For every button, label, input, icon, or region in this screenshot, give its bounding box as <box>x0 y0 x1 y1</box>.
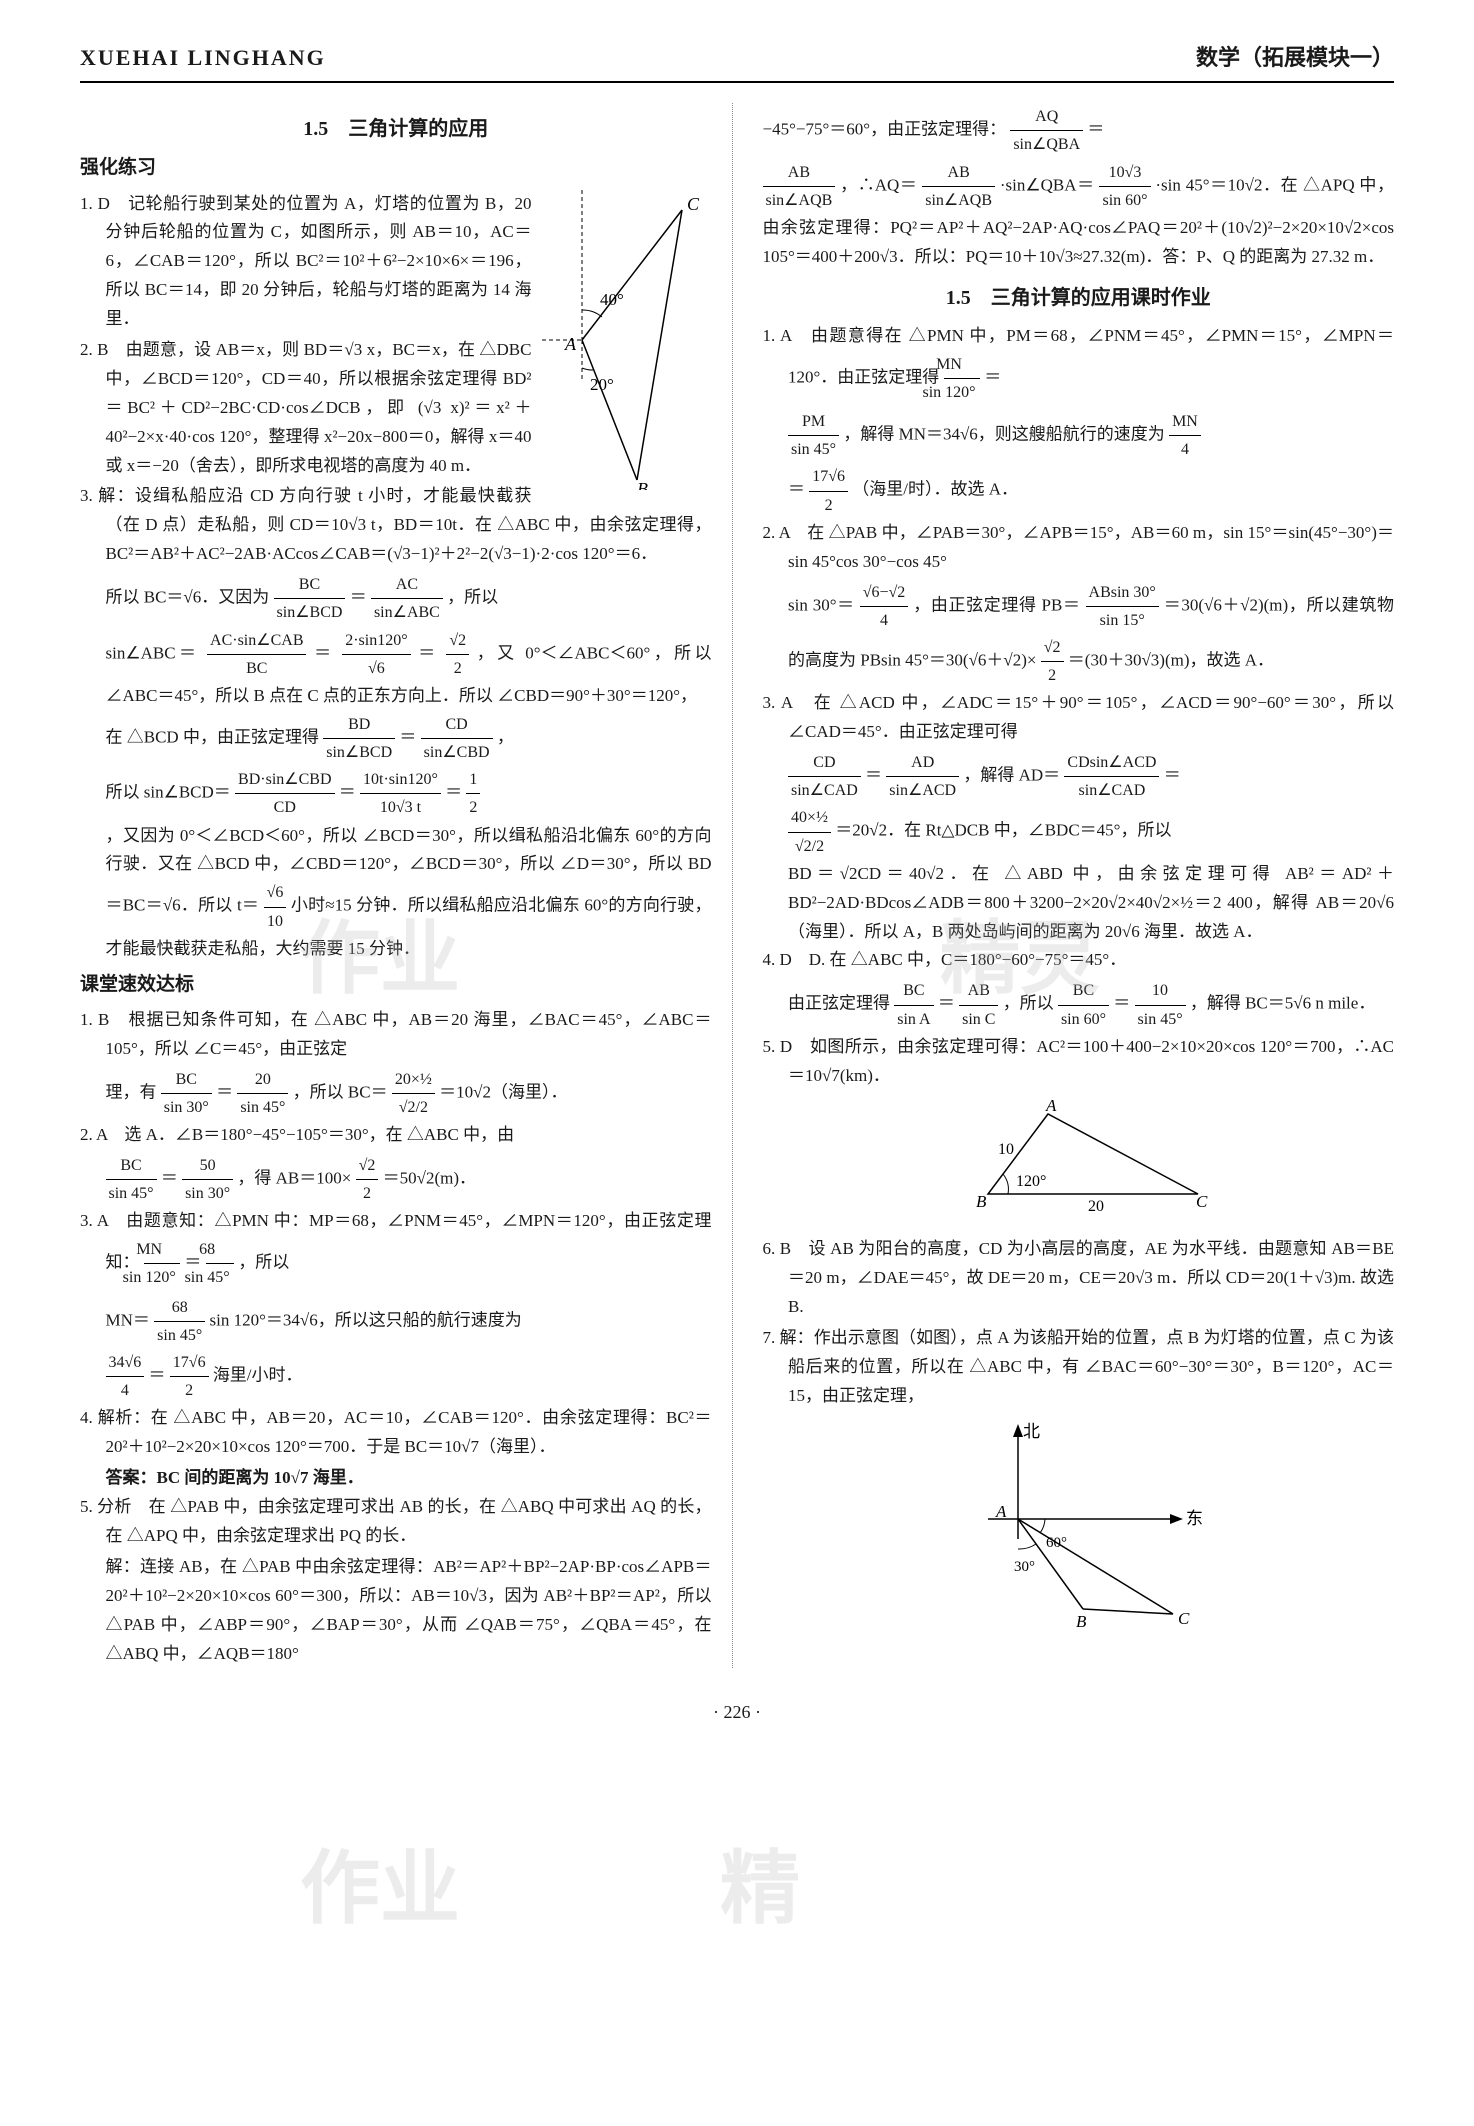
left-column: 1.5 三角计算的应用 强化练习 40° 20° A B C 1. D 记轮船行… <box>80 103 733 1668</box>
k1a: 1. B 根据已知条件可知，在 △ABC 中，AB＝20 海里，∠BAC＝45°… <box>80 1006 712 1064</box>
qianghua-head: 强化练习 <box>80 153 712 183</box>
q3d-line: sin∠ABC＝ AC·sin∠CABBC ＝ 2·sin120°√6 ＝ √2… <box>80 627 712 711</box>
svg-text:B: B <box>1076 1612 1087 1631</box>
header-right: 数学（拓展模块一） <box>1196 40 1394 75</box>
r0-line2: ABsin∠AQB ，∴AQ＝ ABsin∠AQB ·sin∠QBA＝ 10√3… <box>763 159 1395 272</box>
h1c-line: PMsin 45° ，解得 MN＝34√6，则这艘船航行的速度为 MN4 <box>763 408 1395 463</box>
pt-b-label: B <box>637 479 648 490</box>
watermark: 精 <box>720 1826 800 1954</box>
triangle-diagram-2: A B C 10 20 120° <box>938 1099 1218 1219</box>
h4a: 4. D D. 在 △ABC 中，C＝180°−60°−75°＝45°． <box>763 946 1395 975</box>
h7: 7. 解：作出示意图（如图），点 A 为该船开始的位置，点 B 为灯塔的位置，点… <box>763 1324 1395 1411</box>
triangle-diagram-1: 40° 20° A B C <box>542 190 712 490</box>
pt-c-label: C <box>687 194 700 214</box>
q3k-line: 所以 sin∠BCD＝ BD·sin∠CBDCD ＝ 10t·sin120°10… <box>80 766 712 821</box>
right-column: −45°−75°＝60°，由正弦定理得： AQsin∠QBA ＝ ABsin∠A… <box>763 103 1395 1668</box>
section-title-left: 1.5 三角计算的应用 <box>80 113 712 145</box>
svg-text:A: A <box>995 1502 1007 1521</box>
q3n-line: ，又因为 0°＜∠BCD＜60°，所以 ∠BCD＝30°，所以缉私船沿北偏东 6… <box>80 822 712 964</box>
header-left: XUEHAI LINGHANG <box>80 40 326 75</box>
page-header: XUEHAI LINGHANG 数学（拓展模块一） <box>80 40 1394 83</box>
r0-line: −45°−75°＝60°，由正弦定理得： AQsin∠QBA ＝ <box>763 103 1395 158</box>
svg-text:东: 东 <box>1186 1509 1203 1528</box>
q3b-line: 所以 BC＝√6．又因为 BCsin∠BCD ＝ ACsin∠ABC ，所以 <box>80 571 712 626</box>
angle-40-label: 40° <box>600 290 624 309</box>
k5b: 解：连接 AB，在 △PAB 中由余弦定理得：AB²＝AP²＋BP²−2AP·B… <box>80 1553 712 1669</box>
svg-text:30°: 30° <box>1014 1559 1035 1575</box>
svg-text:A: A <box>1045 1099 1057 1115</box>
h1a-line: 1. A 由题意得在 △PMN 中，PM＝68，∠PNM＝45°，∠PMN＝15… <box>763 322 1395 406</box>
svg-text:20: 20 <box>1088 1198 1104 1215</box>
q3h-line: 在 △BCD 中，由正弦定理得 BDsin∠BCD ＝ CDsin∠CBD ， <box>80 711 712 766</box>
h2a: 2. A 在 △PAB 中，∠PAB＝30°，∠APB＝15°，AB＝60 m，… <box>763 519 1395 577</box>
h5: 5. D 如图所示，由余弦定理可得：AC²＝100＋400−2×10×20×co… <box>763 1033 1395 1091</box>
content-columns: 1.5 三角计算的应用 强化练习 40° 20° A B C 1. D 记轮船行… <box>80 103 1394 1668</box>
pt-a-label: A <box>564 334 577 354</box>
h3f: BD＝√2CD＝40√2．在 △ABD 中，由余弦定理可得 AB²＝AD²＋BD… <box>763 860 1395 947</box>
frac: BCsin∠BCD <box>274 571 346 626</box>
svg-text:北: 北 <box>1023 1422 1040 1441</box>
diagram-3: 北 东 A B C 30° 60° <box>763 1419 1395 1648</box>
watermark: 作业 <box>300 1826 460 1954</box>
svg-text:B: B <box>976 1192 987 1211</box>
k3a-line: 3. A 由题意知：△PMN 中：MP＝68，∠PNM＝45°，∠MPN＝120… <box>80 1207 712 1291</box>
h4b-line: 由正弦定理得 BCsin A ＝ ABsin C ，所以 BCsin 60° ＝… <box>763 977 1395 1032</box>
h1d-line: ＝ 17√62 （海里/时）．故选 A． <box>763 463 1395 518</box>
frac: ACsin∠ABC <box>371 571 443 626</box>
q3b: 所以 BC＝√6．又因为 <box>106 588 274 607</box>
h3e-line: 40×½√2/2 ＝20√2．在 Rt△DCB 中，∠BDC＝45°，所以 <box>763 804 1395 859</box>
k3f-line: 34√64 ＝ 17√62 海里/小时． <box>80 1349 712 1404</box>
k2a: 2. A 选 A．∠B＝180°−45°−105°＝30°，在 △ABC 中，由 <box>80 1121 712 1150</box>
ketang-head: 课堂速效达标 <box>80 970 712 1000</box>
k1b-line: 理，有 BCsin 30° ＝ 20sin 45° ，所以 BC＝ 20×½√2… <box>80 1066 712 1121</box>
h6: 6. B 设 AB 为阳台的高度，CD 为小高层的高度，AE 为水平线．由题意知… <box>763 1235 1395 1322</box>
k2-line: BCsin 45° ＝ 50sin 30° ，得 AB＝100× √22 ＝50… <box>80 1152 712 1207</box>
diagram-1: 40° 20° A B C <box>542 190 712 499</box>
diagram-2: A B C 10 20 120° <box>763 1099 1395 1228</box>
section-title-right: 1.5 三角计算的应用课时作业 <box>763 282 1395 314</box>
angle-20-label: 20° <box>590 375 614 394</box>
h3b-line: CDsin∠CAD ＝ ADsin∠ACD ，解得 AD＝ CDsin∠ACDs… <box>763 749 1395 804</box>
svg-text:60°: 60° <box>1046 1535 1067 1551</box>
h3a: 3. A 在 △ACD 中，∠ADC＝15°＋90°＝105°，∠ACD＝90°… <box>763 689 1395 747</box>
compass-diagram: 北 东 A B C 30° 60° <box>928 1419 1228 1639</box>
svg-text:C: C <box>1196 1192 1208 1211</box>
svg-text:10: 10 <box>998 1141 1014 1158</box>
k4: 4. 解析：在 △ABC 中，AB＝20，AC＝10，∠CAB＝120°．由余弦… <box>80 1404 712 1462</box>
page-footer: · 226 · <box>80 1698 1394 1727</box>
k3d-line: MN＝ 68sin 45° sin 120°＝34√6，所以这只船的航行速度为 <box>80 1294 712 1349</box>
k5a: 5. 分析 在 △PAB 中，由余弦定理可求出 AB 的长，在 △ABQ 中可求… <box>80 1493 712 1551</box>
h2b-line: sin 30°＝ √6−√24 ，由正弦定理得 PB＝ ABsin 30°sin… <box>763 579 1395 690</box>
k4b: 答案：BC 间的距离为 10√7 海里． <box>80 1464 712 1493</box>
svg-text:120°: 120° <box>1016 1173 1046 1190</box>
svg-text:C: C <box>1178 1609 1190 1628</box>
